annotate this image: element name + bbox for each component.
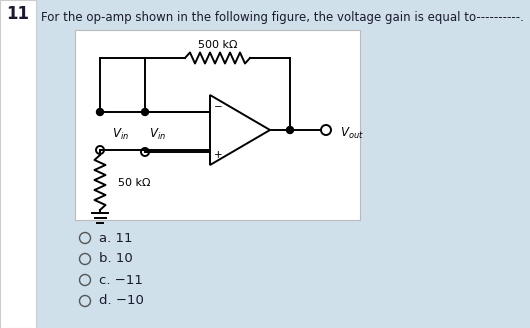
FancyBboxPatch shape bbox=[24, 0, 530, 328]
Text: 11: 11 bbox=[6, 5, 30, 23]
Text: −: − bbox=[214, 102, 223, 112]
Text: c. −11: c. −11 bbox=[99, 274, 143, 286]
Text: d. −10: d. −10 bbox=[99, 295, 144, 308]
Circle shape bbox=[142, 109, 148, 115]
Circle shape bbox=[96, 109, 103, 115]
FancyBboxPatch shape bbox=[75, 30, 360, 220]
Text: $V_{in}$: $V_{in}$ bbox=[148, 127, 165, 142]
Text: +: + bbox=[214, 150, 222, 160]
Text: $V_{out}$: $V_{out}$ bbox=[340, 125, 364, 141]
Text: b. 10: b. 10 bbox=[99, 253, 132, 265]
Text: For the op-amp shown in the following figure, the voltage gain is equal to------: For the op-amp shown in the following fi… bbox=[41, 11, 524, 25]
Circle shape bbox=[287, 127, 294, 133]
Text: a. 11: a. 11 bbox=[99, 232, 132, 244]
FancyBboxPatch shape bbox=[0, 0, 36, 328]
Text: 500 kΩ: 500 kΩ bbox=[198, 40, 237, 50]
Text: $V_{in}$: $V_{in}$ bbox=[111, 127, 128, 142]
Text: 50 kΩ: 50 kΩ bbox=[118, 177, 151, 188]
